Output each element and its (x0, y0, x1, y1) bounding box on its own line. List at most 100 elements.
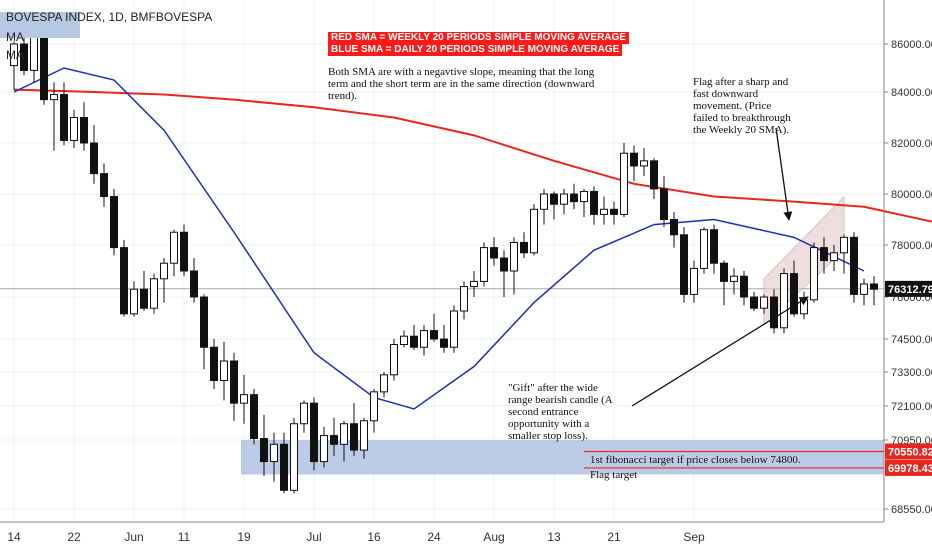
y-tick-label: 68550.00 (891, 504, 932, 516)
x-tick-label: Jun (124, 530, 143, 544)
candle (550, 191, 558, 220)
candle (160, 258, 168, 303)
candle (630, 145, 638, 182)
candle (720, 260, 728, 306)
candle-body (520, 241, 528, 254)
flag-note: Flag after a sharp and fast downward mov… (693, 76, 791, 136)
candle (20, 32, 28, 76)
candle (800, 291, 808, 320)
candle-body (90, 142, 98, 175)
candle-body (530, 208, 538, 254)
candle-body (820, 247, 828, 262)
candle (540, 188, 548, 225)
candle-body (800, 299, 808, 315)
candle-body (770, 296, 778, 329)
candle (80, 102, 88, 151)
moving-averages (13, 67, 932, 410)
candle (180, 224, 188, 277)
x-tick-label: Aug (483, 530, 504, 544)
candle-body (650, 160, 658, 190)
candle-body (200, 296, 208, 348)
candle-body (100, 173, 108, 198)
candle (330, 417, 338, 456)
candle (110, 188, 118, 256)
candle (430, 313, 438, 342)
candle (690, 260, 698, 303)
x-tick-label: 11 (178, 530, 191, 544)
candle-body (360, 420, 368, 451)
candle-body (130, 288, 138, 315)
candle (470, 271, 478, 297)
candle-body (640, 160, 648, 167)
candle-body (220, 360, 228, 381)
candle (610, 201, 618, 225)
candle-body (830, 252, 838, 262)
candle-body (790, 273, 798, 315)
candle-body (590, 190, 598, 215)
candle-body (450, 310, 458, 348)
candle (410, 325, 418, 350)
candle-body (180, 231, 188, 272)
candle (130, 281, 138, 317)
candle-body (690, 267, 698, 295)
candle (50, 82, 58, 151)
candle-body (50, 94, 58, 101)
flag-target-label-bg (885, 459, 932, 476)
candle (750, 291, 758, 311)
candle-body (120, 247, 128, 315)
candle (790, 260, 798, 317)
candle-body (10, 43, 18, 67)
candle-body (20, 43, 28, 71)
candle-body (870, 283, 878, 290)
candle-body (440, 338, 448, 348)
candle-body (170, 231, 178, 264)
candle-body (700, 229, 708, 269)
candle-body (270, 443, 278, 463)
candle (570, 183, 578, 210)
fib-target-label: 70550.82 (888, 446, 932, 458)
legend-blue-sma: BLUE SMA = DAILY 20 PERIODS SIMPLE MOVIN… (328, 44, 623, 56)
y-tick-label: 80000.00 (891, 189, 932, 201)
candle-body (660, 188, 668, 220)
candle (60, 82, 68, 146)
candle-body (300, 402, 308, 425)
price-axis: 86000.00 84000.00 82000.00 80000.00 78000.00… (883, 0, 932, 522)
candle (300, 400, 308, 433)
y-tick-label: 82000.00 (891, 138, 932, 150)
candle (510, 237, 518, 295)
candle-body (720, 262, 728, 282)
candle (840, 234, 848, 274)
candle (290, 417, 298, 494)
candle (90, 125, 98, 184)
candle-body (840, 236, 848, 254)
candle-body (760, 296, 768, 309)
indicator-label-2[interactable]: MA (6, 48, 24, 62)
candle (100, 163, 108, 207)
candle-body (390, 344, 398, 376)
candle-body (730, 275, 738, 282)
x-tick-label: 21 (607, 530, 621, 544)
x-tick-label: 19 (237, 530, 251, 544)
indicator-label-1[interactable]: MA (6, 30, 24, 44)
time-axis: 14 22 Jun 11 19 Jul 16 24 Aug 13 21 Sep (0, 521, 884, 544)
candle-body (310, 402, 318, 463)
candle (460, 281, 468, 320)
x-tick-label: 22 (67, 530, 81, 544)
candle-body (860, 283, 868, 295)
candle (600, 196, 608, 225)
candle-body (630, 152, 638, 167)
candle-body (460, 286, 468, 312)
red-sma-line (13, 88, 932, 223)
x-tick-label: Jul (306, 530, 321, 544)
y-tick-label: 73300.00 (891, 367, 932, 379)
flag-target-note: Flag target (590, 469, 638, 481)
candle-body (210, 346, 218, 381)
candle-body (750, 296, 758, 309)
candle (530, 204, 538, 256)
candle-body (280, 443, 288, 491)
candle-body (160, 262, 168, 280)
y-tick-label: 74500.00 (891, 334, 932, 346)
candle-body (250, 394, 258, 440)
last-price-label-bg (885, 280, 932, 297)
